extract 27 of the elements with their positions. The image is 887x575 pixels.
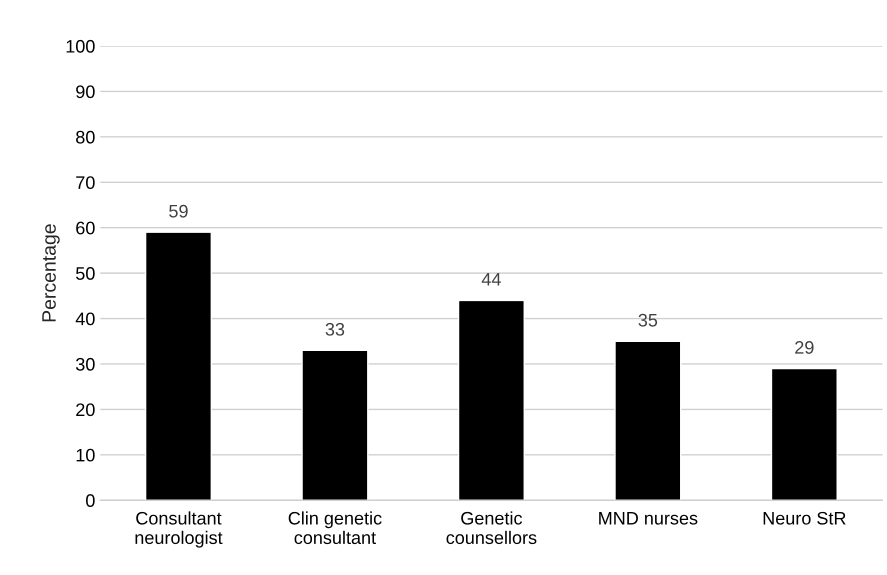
y-tick-label: 30 <box>76 358 95 371</box>
data-label: 35 <box>638 314 658 327</box>
bar <box>614 340 682 500</box>
y-axis-title: Percentage <box>42 224 60 322</box>
bar <box>144 232 212 500</box>
data-label: 44 <box>482 273 501 286</box>
y-tick-label: 80 <box>76 130 95 144</box>
x-tick-label: Clin genetic consultant <box>288 511 382 544</box>
data-label: 59 <box>169 204 188 218</box>
y-tick-label: 70 <box>76 176 95 189</box>
data-label: 33 <box>326 322 344 336</box>
y-tick-label: 10 <box>76 448 95 462</box>
y-tick-label: 50 <box>76 267 95 280</box>
y-tick-label: 100 <box>66 40 95 53</box>
x-tick-label: Genetic counsellors <box>446 511 536 544</box>
x-tick-label: MND nurses <box>599 512 698 525</box>
y-tick-label: 0 <box>86 494 95 507</box>
bar <box>770 368 838 500</box>
x-tick-label: Neuro StR <box>764 512 846 525</box>
y-tick-label: 40 <box>76 312 95 326</box>
y-tick-label: 90 <box>76 85 95 98</box>
x-tick-label: Consultant neurologist <box>136 511 222 548</box>
data-label: 29 <box>795 341 814 354</box>
y-tick-label: 20 <box>76 403 95 416</box>
bar <box>458 300 525 500</box>
bar <box>301 350 368 500</box>
y-tick-label: 60 <box>76 222 95 234</box>
